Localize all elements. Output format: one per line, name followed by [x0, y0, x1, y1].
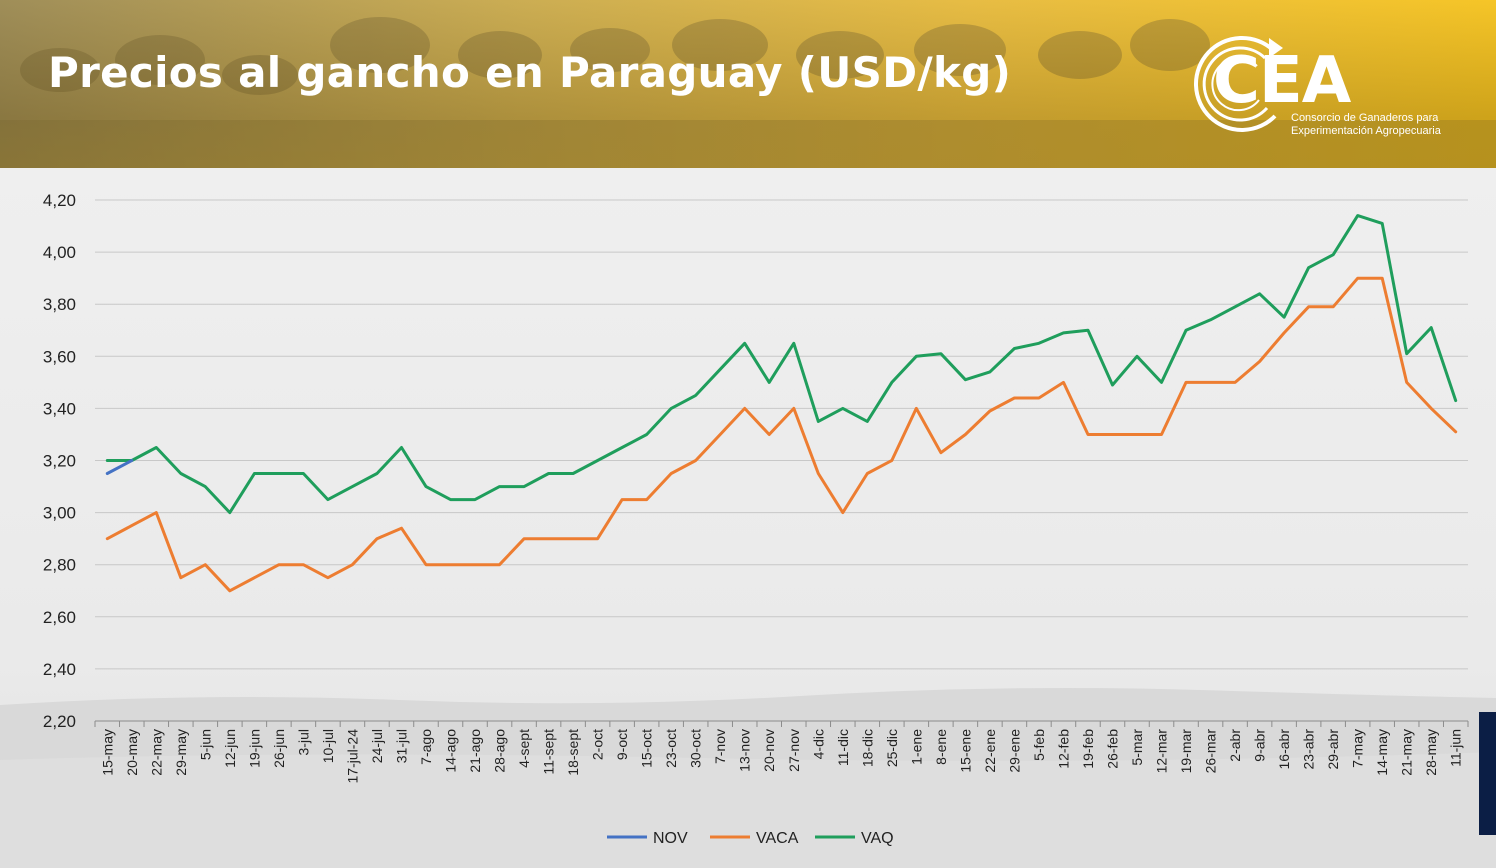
x-tick-label: 30-oct	[688, 729, 704, 768]
legend-label-vaca: VACA	[756, 830, 799, 847]
x-tick-label: 31-jul	[393, 729, 409, 763]
x-tick-label: 25-dic	[884, 729, 900, 767]
x-tick-label: 29-may	[173, 729, 189, 776]
logo-subtitle-line2: Experimentación Agropecuaria	[1291, 125, 1441, 137]
x-tick-label: 19-jun	[246, 729, 262, 768]
x-tick-label: 29-ene	[1006, 729, 1022, 773]
x-tick-label: 15-may	[99, 729, 115, 776]
x-tick-label: 12-mar	[1154, 729, 1170, 774]
x-tick-label: 26-mar	[1203, 729, 1219, 774]
x-tick-label: 12-jun	[222, 729, 238, 768]
x-tick-label: 9-oct	[614, 729, 630, 760]
x-tick-label: 21-may	[1399, 729, 1415, 776]
x-tick-label: 14-may	[1374, 729, 1390, 776]
x-tick-label: 5-jun	[197, 729, 213, 760]
x-tick-label: 23-abr	[1301, 729, 1317, 770]
x-tick-label: 26-jun	[271, 729, 287, 768]
x-tick-label: 7-may	[1350, 729, 1366, 768]
x-tick-label: 21-ago	[467, 729, 483, 773]
cea-logo: CEA Consorcio de Ganaderos para Experime…	[1183, 28, 1483, 148]
x-tick-label: 4-dic	[810, 729, 826, 759]
y-tick-label: 2,40	[43, 660, 76, 679]
x-tick-label: 18-dic	[859, 729, 875, 767]
x-tick-label: 14-ago	[443, 729, 459, 773]
x-tick-label: 1-ene	[908, 729, 924, 765]
header-overlay	[0, 0, 1496, 168]
x-tick-label: 12-feb	[1055, 729, 1071, 769]
x-tick-label: 26-feb	[1104, 729, 1120, 769]
y-tick-label: 4,00	[43, 243, 76, 262]
x-tick-label: 20-may	[124, 729, 140, 776]
series-line-vaq	[105, 214, 1458, 515]
y-tick-label: 3,00	[43, 504, 76, 523]
accent-bar	[1479, 712, 1496, 835]
series-line-nov	[105, 459, 134, 475]
x-tick-label: 3-jul	[295, 729, 311, 755]
y-tick-label: 3,60	[43, 347, 76, 366]
x-tick-label: 16-abr	[1276, 729, 1292, 770]
x-tick-label: 10-jul	[320, 729, 336, 763]
y-tick-label: 3,20	[43, 452, 76, 471]
x-tick-label: 9-abr	[1252, 729, 1268, 762]
x-tick-label: 17-jul-24	[344, 729, 360, 784]
x-tick-label: 24-jul	[369, 729, 385, 763]
x-tick-label: 4-sept	[516, 729, 532, 768]
x-tick-label: 2-abr	[1227, 729, 1243, 762]
logo-wordmark: CEA	[1213, 44, 1351, 118]
x-tick-label: 11-dic	[835, 729, 851, 766]
x-tick-label: 2-oct	[590, 729, 606, 760]
logo-subtitle-line1: Consorcio de Ganaderos para	[1291, 112, 1439, 124]
y-tick-label: 2,60	[43, 608, 76, 627]
chart-panel: 2,20 2,40 2,60 2,80 3,00 3,20 3,40 3,60 3,80 4,00…	[0, 168, 1496, 868]
x-tick-label: 19-feb	[1080, 729, 1096, 769]
x-tick-label: 20-nov	[761, 729, 777, 772]
x-tick-label: 28-ago	[492, 729, 508, 773]
x-tick-label: 5-mar	[1129, 729, 1145, 766]
header-banner: Precios al gancho en Paraguay (USD/kg) C…	[0, 0, 1496, 168]
x-tick-label: 27-nov	[786, 729, 802, 772]
x-tick-label: 13-nov	[737, 729, 753, 772]
x-tick-label: 5-feb	[1031, 729, 1047, 761]
x-tick-label: 23-oct	[663, 729, 679, 768]
x-tick-label: 22-may	[148, 729, 164, 776]
series-line-vaca	[105, 276, 1458, 593]
y-tick-label: 2,80	[43, 556, 76, 575]
pasture-background	[0, 688, 1496, 868]
legend-label-vaq: VAQ	[861, 830, 894, 847]
price-line-chart: 2,20 2,40 2,60 2,80 3,00 3,20 3,40 3,60 3,80 4,00…	[0, 191, 1496, 868]
x-tick-label: 28-may	[1423, 729, 1439, 776]
x-tick-label: 15-ene	[957, 729, 973, 773]
x-tick-label: 7-nov	[712, 729, 728, 764]
y-tick-label: 3,40	[43, 399, 76, 418]
y-tick-label: 3,80	[43, 295, 76, 314]
x-tick-label: 18-sept	[565, 729, 581, 776]
y-tick-label: 4,20	[43, 191, 76, 210]
x-tick-label: 8-ene	[933, 729, 949, 765]
x-tick-label: 19-mar	[1178, 729, 1194, 774]
x-tick-label: 29-abr	[1325, 729, 1341, 770]
legend-label-nov: NOV	[653, 830, 688, 847]
x-tick-label: 11-jun	[1448, 729, 1464, 767]
x-tick-label: 11-sept	[541, 729, 557, 775]
x-tick-label: 7-ago	[418, 729, 434, 765]
circular-arrow-icon	[1194, 35, 1283, 132]
y-tick-label: 2,20	[43, 712, 76, 731]
cattle-herd-silhouette	[0, 17, 1496, 168]
x-tick-label: 22-ene	[982, 729, 998, 773]
x-tick-label: 15-oct	[639, 729, 655, 768]
chart-title: Precios al gancho en Paraguay (USD/kg)	[48, 48, 1012, 97]
